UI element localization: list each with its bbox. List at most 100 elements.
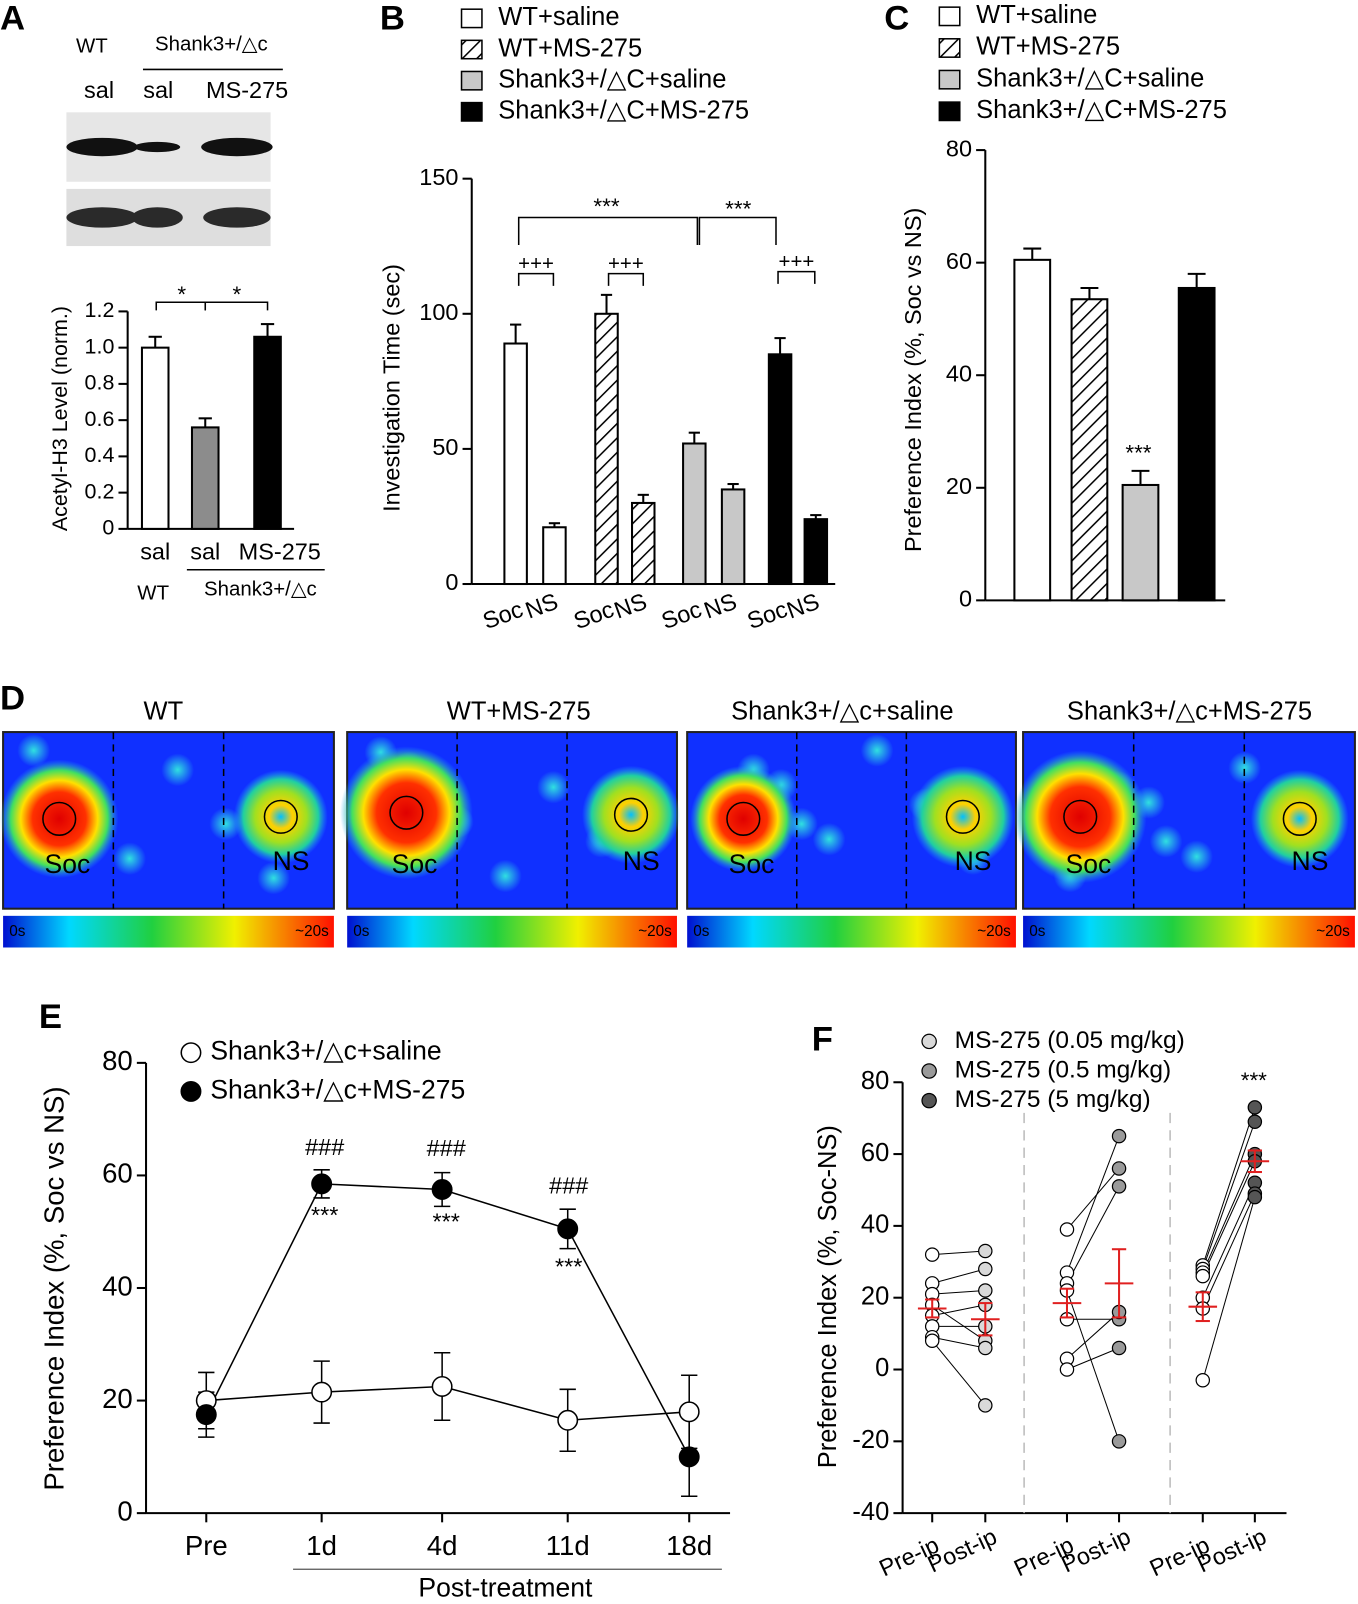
y-tick-label: 1.0 (85, 334, 115, 358)
color-bar (687, 915, 1016, 948)
legend-swatch (460, 101, 483, 122)
point (978, 1340, 993, 1356)
heatmap-title: Shank3+/△c+saline (731, 697, 953, 725)
pair-line (1066, 1135, 1120, 1273)
x-tick-label: 4d (427, 1530, 458, 1561)
y-tick-label: 60 (861, 1139, 889, 1167)
y-tick-label: 1.2 (85, 298, 115, 322)
y-tick-label: 0.6 (85, 407, 115, 431)
point (978, 1261, 993, 1277)
y-tick-label: 40 (861, 1211, 889, 1239)
heat-blob (1149, 824, 1183, 858)
legend-label: Shank3+/△C+MS-275 (498, 97, 749, 125)
y-tick-label: 0 (102, 516, 114, 540)
bar (253, 335, 282, 530)
sig-bracket (777, 270, 816, 284)
heatmap-title: WT (144, 697, 184, 725)
heat-blob (257, 861, 290, 895)
annotation: *** (1125, 440, 1151, 465)
y-axis-label: Preference Index (%, Soc vs NS) (38, 1086, 69, 1490)
y-tick-label: 100 (419, 299, 458, 325)
group-label: WT (137, 583, 169, 605)
pair-line (932, 1250, 986, 1256)
bar (1121, 483, 1160, 602)
y-tick-label: 0 (445, 569, 458, 595)
heat-spot (911, 765, 1014, 868)
point (1247, 1114, 1263, 1130)
point (978, 1283, 993, 1298)
panel-label: B (380, 0, 405, 38)
zone-circle (263, 799, 298, 834)
x-tick-label: Pre (185, 1530, 228, 1561)
sig-bracket (517, 216, 699, 246)
color-bar (347, 915, 677, 948)
color-bar-label: ~20s (1316, 923, 1350, 940)
annotation: +++ (608, 253, 644, 275)
point (1111, 1161, 1127, 1176)
color-bar-label: ~20s (295, 923, 329, 940)
x-tick-label: sal (140, 539, 170, 565)
y-tick-label: 0.2 (85, 479, 115, 503)
color-bar-label: 0s (1029, 923, 1046, 940)
y-tick-label: 20 (102, 1383, 133, 1414)
color-bar-label: 0s (693, 923, 710, 940)
pair-line (1066, 1347, 1120, 1370)
blot-band (203, 207, 271, 228)
pair-line (1066, 1290, 1120, 1442)
heat-spot (233, 769, 328, 864)
y-tick-label: 0 (959, 586, 972, 612)
pair-line (932, 1304, 986, 1317)
x-tick-label: MS-275 (239, 539, 321, 565)
legend-label: Shank3+/△C+MS-275 (976, 96, 1227, 124)
label: sal (143, 77, 173, 103)
bar (594, 312, 619, 586)
label: MS-275 (206, 77, 288, 103)
heatmap-title: Shank3+/△c+MS-275 (1067, 697, 1312, 725)
panel-label: A (0, 0, 25, 38)
point (1059, 1222, 1075, 1237)
y-axis-label: Preference Index (%, Soc-NS) (814, 1125, 842, 1468)
x-tick-label: Post-ip (923, 1523, 1000, 1577)
heat-blob (489, 859, 522, 893)
sig-bracket (517, 272, 555, 286)
pair-line (1202, 1197, 1256, 1381)
bar (803, 518, 829, 586)
legend-label: Shank3+/△c+saline (210, 1036, 441, 1066)
x-tick-label: Soc (658, 596, 705, 634)
y-tick-label: 80 (102, 1045, 133, 1076)
y-axis-label: Preference Index (%, Soc vs NS) (900, 208, 926, 552)
sig-bracket (698, 216, 777, 246)
bar (190, 426, 220, 530)
color-bar-label: 0s (9, 923, 26, 940)
blot-band (201, 137, 273, 157)
zone-label: Soc (1066, 849, 1112, 879)
pair-line (1202, 1182, 1256, 1298)
point (1111, 1434, 1127, 1449)
marker (311, 1173, 333, 1195)
heat-spot (340, 746, 473, 880)
x-axis-label: Post-treatment (418, 1573, 593, 1603)
y-tick-label: -20 (852, 1426, 889, 1454)
legend-marker (921, 1092, 937, 1109)
legend-label: Shank3+/△C+saline (498, 65, 726, 93)
annotation: *** (555, 1253, 582, 1279)
annotation: *** (1241, 1068, 1267, 1093)
annotation: ### (427, 1135, 466, 1161)
y-axis-label: Investigation Time (sec) (378, 264, 404, 512)
annotation: +++ (518, 253, 554, 275)
y-tick-label: 150 (419, 164, 458, 190)
heatmap-title: WT+MS-275 (447, 697, 591, 725)
legend-label: MS-275 (5 mg/kg) (955, 1086, 1151, 1113)
x-tick-label: Soc (479, 596, 526, 634)
y-tick-label: 60 (946, 248, 972, 274)
bar (682, 442, 707, 586)
annotation: ### (549, 1173, 588, 1199)
legend-label: Shank3+/△c+MS-275 (210, 1074, 465, 1104)
legend-label: Shank3+/△C+saline (976, 64, 1204, 92)
blot-band (66, 137, 138, 157)
heat-blob (1228, 751, 1261, 785)
pair-line (1202, 1121, 1256, 1270)
point (924, 1247, 940, 1262)
x-tick-label: 11d (546, 1530, 590, 1561)
